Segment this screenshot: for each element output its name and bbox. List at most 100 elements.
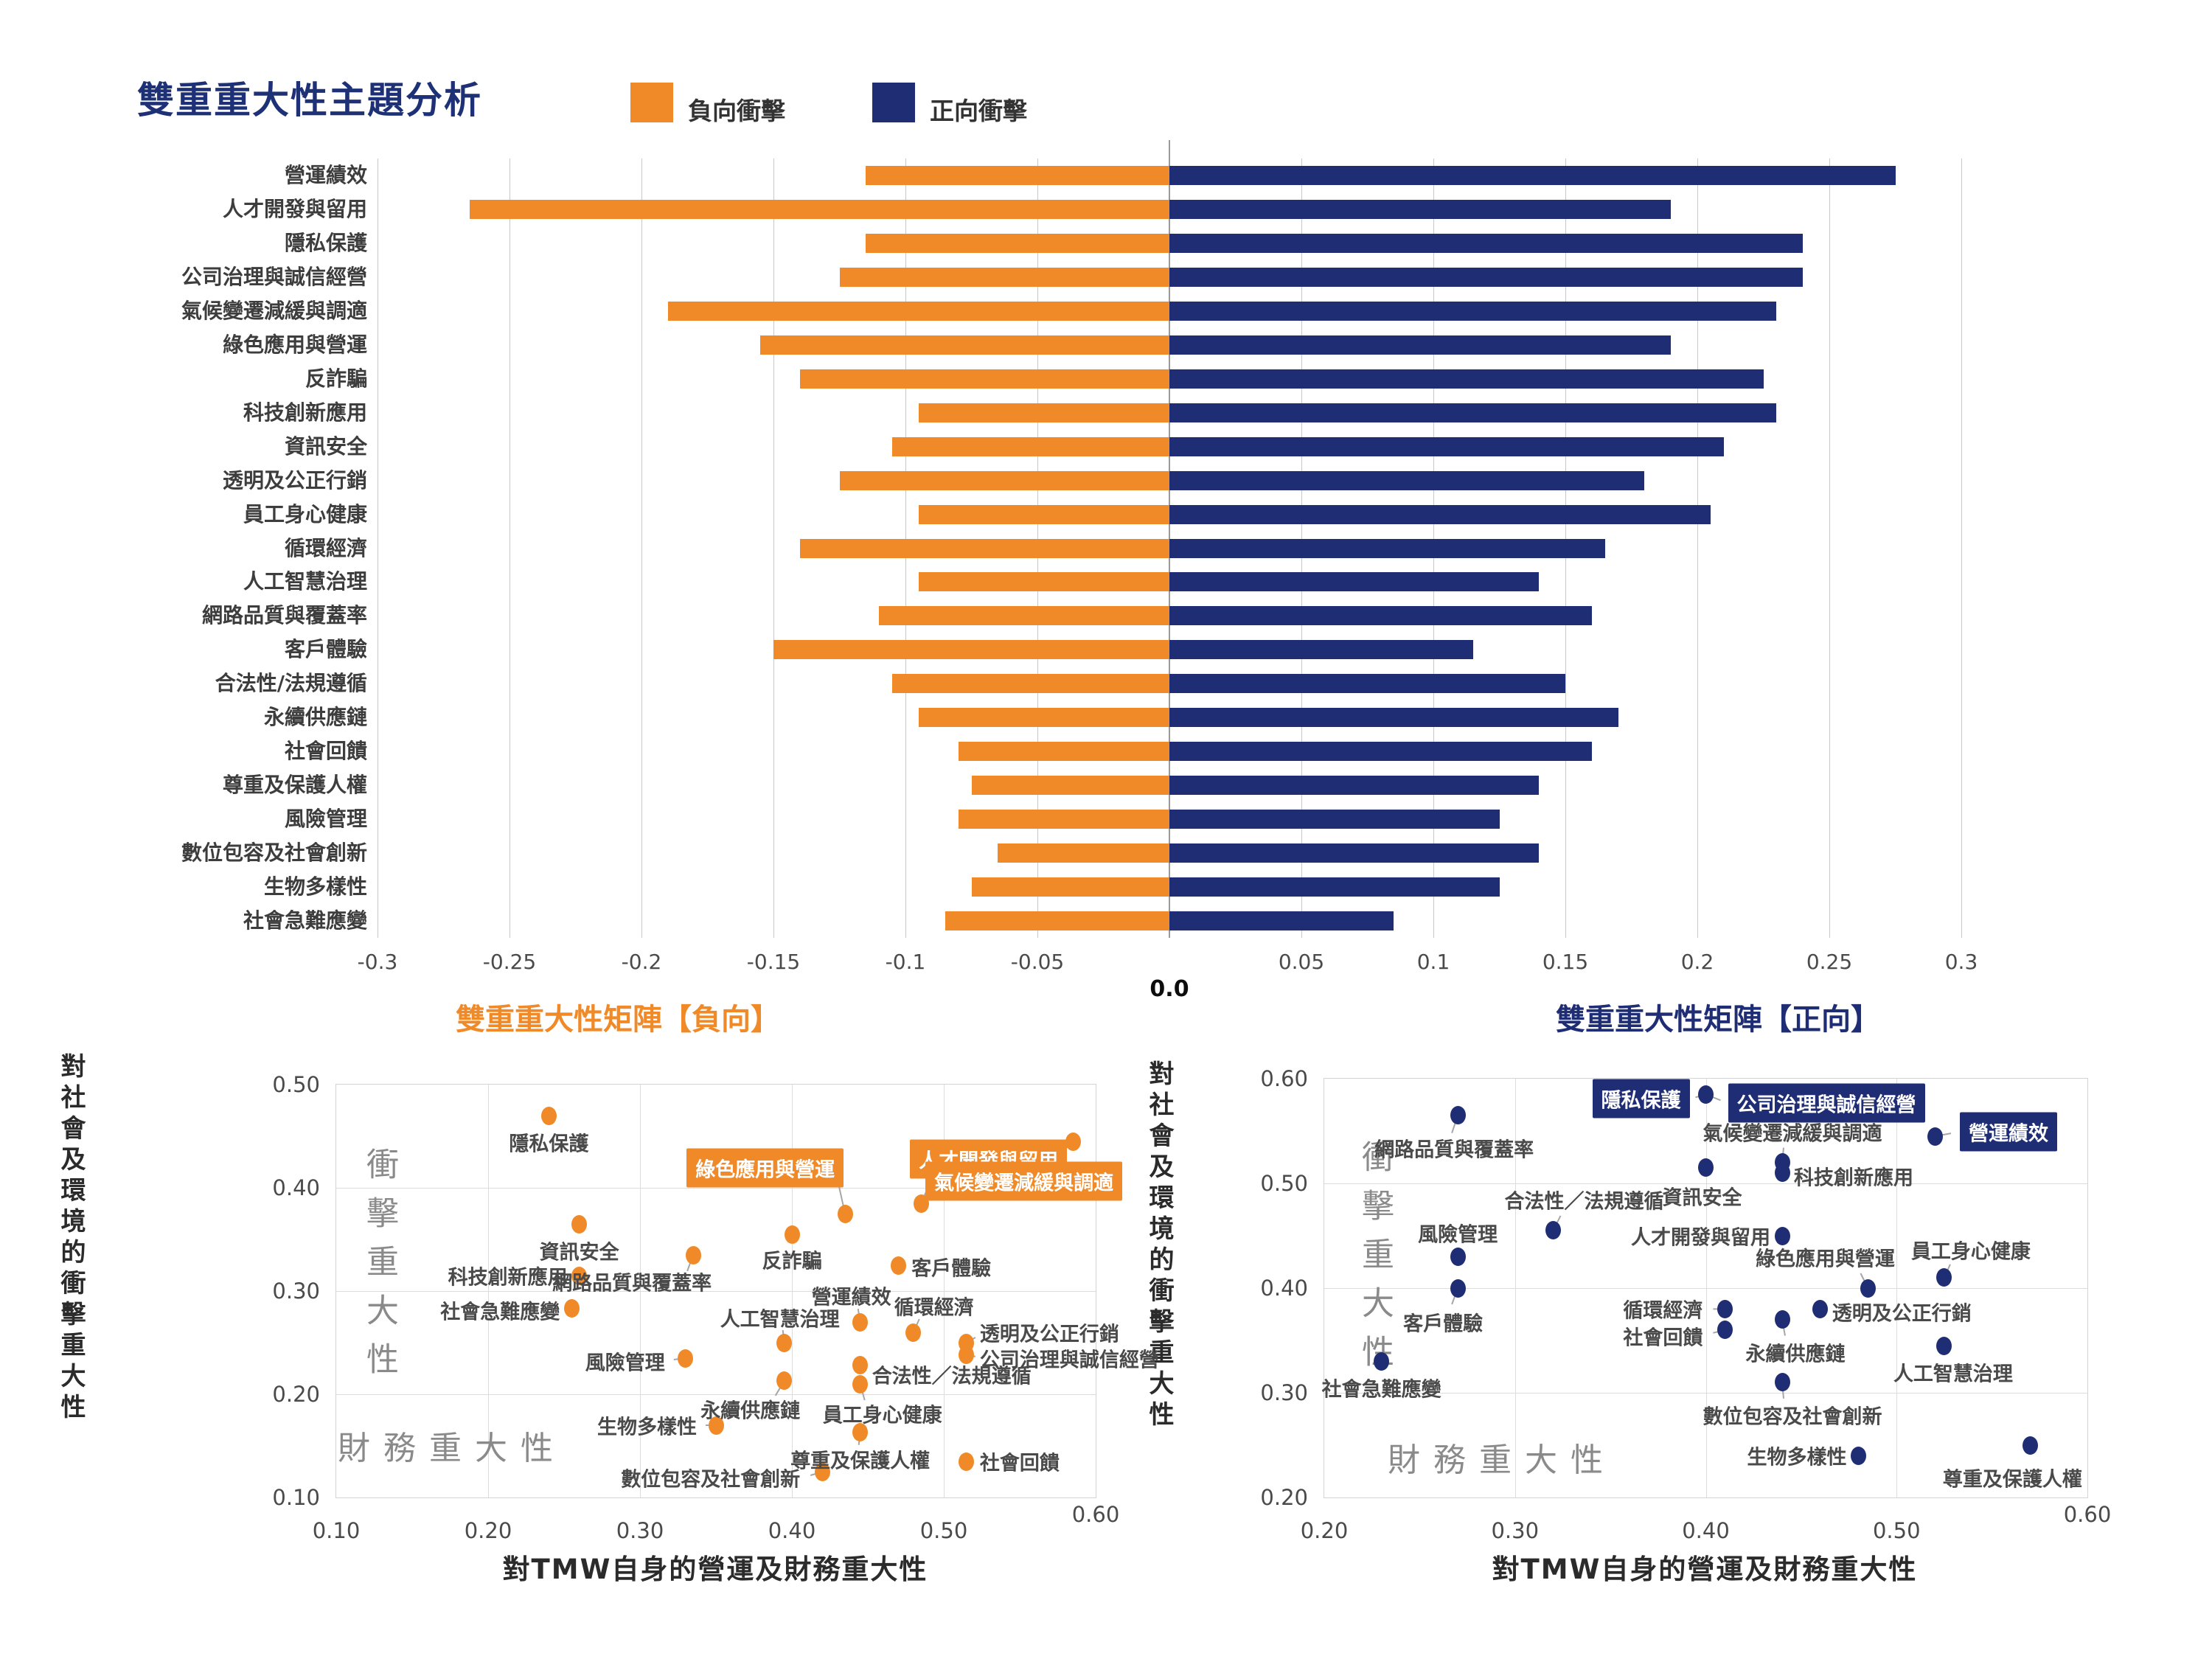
bar-category-label: 反詐騙 <box>305 366 367 391</box>
scatter-dot <box>1812 1299 1829 1318</box>
axis-tick-label: -0.15 <box>746 950 801 974</box>
scatter-dot <box>776 1371 793 1391</box>
scatter-point-label: 尊重及保護人權 <box>1942 1468 2082 1492</box>
grid-line <box>1324 1183 2087 1184</box>
bar-positive <box>1169 640 1473 660</box>
axis-tick-label: -0.3 <box>357 950 398 974</box>
axis-tick-label: 0.60 <box>1260 1066 1308 1091</box>
axis-tick-label: 0.20 <box>1260 1485 1308 1510</box>
bar-negative <box>971 776 1169 796</box>
scatter-point-label: 綠色應用與營運 <box>686 1148 844 1188</box>
axis-tick-label: 0.20 <box>1300 1518 1349 1543</box>
bar-positive <box>1169 199 1672 219</box>
bar-category-label: 隱私保護 <box>284 230 367 255</box>
bar-category-label: 氣候變遷減緩與調適 <box>181 298 367 323</box>
bar-positive <box>1169 708 1618 728</box>
scatter-dot <box>776 1333 793 1352</box>
bar-category-label: 社會回饋 <box>284 739 367 764</box>
scatter-point-label: 公司治理與誠信經營 <box>979 1349 1159 1372</box>
grid-line <box>773 159 774 938</box>
bar-category-label: 循環經濟 <box>284 535 367 560</box>
bar-category-label: 風險管理 <box>284 807 367 832</box>
legend-negative-swatch <box>630 83 673 122</box>
grid-line <box>509 159 510 938</box>
zero-axis-label: 0.0 <box>1150 976 1189 1002</box>
axis-tick-label: 0.50 <box>919 1518 968 1543</box>
axis-tick-label: 0.30 <box>1260 1380 1308 1405</box>
scatter-dot <box>1450 1278 1466 1298</box>
negative-scatter-plot: 0.10 0.20 0.30 0.40 0.50 0.60 0.50 0.40 0.30 0.20… <box>272 1072 1158 1543</box>
bar-category-label: 生物多樣性 <box>263 874 367 900</box>
scatter-point-label: 生物多樣性 <box>1747 1446 1847 1469</box>
bar-category-label: 合法性/法規遵循 <box>215 671 367 696</box>
scatter-dot <box>540 1106 557 1125</box>
positive-matrix-subtitle: 雙重重大性矩陣【正向】 <box>1556 1003 1880 1037</box>
scatter-dot <box>685 1245 701 1264</box>
scatter-point-label: 客戶體驗 <box>1403 1312 1484 1336</box>
scatter-dot <box>1851 1446 1866 1465</box>
bar-negative <box>998 843 1169 863</box>
scatter-point-label: 數位包容及社會創新 <box>621 1468 801 1492</box>
bar-negative <box>918 504 1169 524</box>
scatter-dot <box>1774 1373 1790 1392</box>
grid-line <box>336 1188 1096 1189</box>
positive-scatter-plot: 0.20 0.30 0.40 0.50 0.60 0.60 0.50 0.40 0.30 0.20… <box>1260 1066 2111 1543</box>
axis-tick-label: 0.40 <box>1682 1518 1730 1543</box>
scatter-point-label: 反詐騙 <box>762 1250 822 1273</box>
bar-positive <box>1169 877 1500 897</box>
scatter-point-label: 風險管理 <box>1418 1223 1498 1247</box>
scatter-point-label: 營運績效 <box>1960 1112 2057 1152</box>
negative-scatter-y-axis-title: 對社會及環境的衝擊重大性 <box>56 1053 86 1424</box>
scatter-point-label: 社會急難應變 <box>440 1301 560 1324</box>
bar-category-label: 人才開發與留用 <box>222 196 367 221</box>
scatter-point-label: 社會回饋 <box>979 1452 1060 1475</box>
scatter-point-label: 人工智慧治理 <box>720 1308 840 1332</box>
bar-category-label: 營運績效 <box>284 162 367 187</box>
scatter-dot <box>1774 1226 1790 1245</box>
bar-negative <box>892 436 1169 456</box>
scatter-dot <box>1774 1310 1790 1329</box>
bar-category-label: 公司治理與誠信經營 <box>181 264 367 289</box>
scatter-point-label: 科技創新應用 <box>448 1266 568 1290</box>
scatter-dot <box>1450 1106 1466 1125</box>
grid-line <box>1697 159 1698 938</box>
bar-category-label: 尊重及保護人權 <box>222 773 367 798</box>
scatter-point-label: 營運績效 <box>811 1286 891 1309</box>
axis-tick-label: 0.3 <box>1944 950 1978 974</box>
bar-category-label: 綠色應用與營運 <box>222 332 367 357</box>
bar-positive <box>1169 810 1500 829</box>
scatter-point-label: 尊重及保護人權 <box>790 1450 931 1473</box>
scatter-dot <box>1545 1221 1561 1240</box>
bar-negative <box>892 674 1169 694</box>
bar-negative <box>773 640 1169 660</box>
bar-negative <box>918 708 1169 728</box>
bar-negative <box>945 911 1169 931</box>
scatter-dot <box>1774 1163 1790 1183</box>
bar-positive <box>1169 335 1672 355</box>
bar-positive <box>1169 606 1592 626</box>
page-title: 雙重重大性主題分析 <box>137 79 482 122</box>
axis-tick-label: 0.20 <box>272 1382 320 1407</box>
bar-positive <box>1169 911 1394 931</box>
scatter-point-label: 隱私保護 <box>1592 1079 1690 1119</box>
axis-tick-label: 0.20 <box>464 1518 512 1543</box>
scatter-point-label: 社會急難應變 <box>1321 1378 1441 1402</box>
negative-financial-quadrant-label: 財務重大性 <box>338 1430 566 1467</box>
axis-tick-label: -0.2 <box>621 950 662 974</box>
scatter-dot <box>563 1299 580 1318</box>
bar-category-label: 永續供應鏈 <box>263 705 367 730</box>
axis-tick-label: 0.60 <box>2063 1502 2112 1527</box>
scatter-dot <box>1374 1351 1390 1371</box>
bar-positive <box>1169 403 1777 422</box>
axis-tick-label: 0.30 <box>616 1518 664 1543</box>
bar-negative <box>879 606 1169 626</box>
bar-negative <box>799 369 1169 389</box>
bar-category-label: 科技創新應用 <box>243 400 367 425</box>
scatter-point-label: 數位包容及社會創新 <box>1703 1405 1882 1429</box>
scatter-dot <box>959 1452 975 1471</box>
bar-negative <box>971 877 1169 897</box>
scatter-point-label: 客戶體驗 <box>911 1257 992 1281</box>
axis-tick-label: 0.2 <box>1680 950 1714 974</box>
scatter-dot <box>852 1312 869 1332</box>
